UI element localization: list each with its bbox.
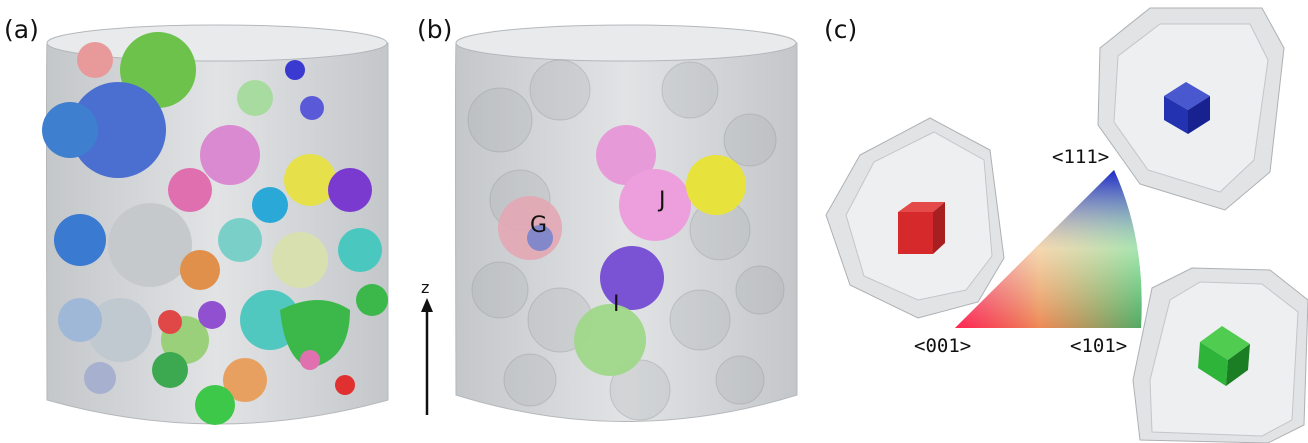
- grain: [223, 358, 267, 402]
- grain: [70, 82, 166, 178]
- grain: [338, 228, 382, 272]
- grain-j: [619, 169, 691, 241]
- grain: [503, 353, 557, 407]
- cube-001-front: [898, 212, 933, 254]
- grain: [285, 60, 305, 80]
- ipf-triangle: [955, 170, 1142, 328]
- grain: [300, 96, 324, 120]
- ipf-triangle-overlay-blue: [955, 170, 1142, 328]
- grain: [300, 350, 320, 370]
- z-axis-arrowhead: [421, 298, 433, 312]
- grain: [108, 203, 192, 287]
- panel-a-label: (a): [4, 15, 39, 44]
- polyhedron-001: [825, 117, 1005, 319]
- grain: [77, 42, 113, 78]
- grain: [152, 352, 188, 388]
- grain: [723, 113, 777, 167]
- cube-111-top: [1164, 82, 1210, 110]
- grain: [58, 298, 102, 342]
- grain: [715, 355, 765, 405]
- grain: [168, 168, 212, 212]
- ipf-label-111: <111>: [1052, 146, 1109, 168]
- grain: [54, 214, 106, 266]
- grain: [467, 87, 533, 153]
- grain: [335, 375, 355, 395]
- polyhedron-101: [1132, 267, 1308, 443]
- grain: [158, 310, 182, 334]
- grain: [200, 125, 260, 185]
- grain: [218, 218, 262, 262]
- cube-101-top: [1200, 326, 1250, 360]
- cube-101-front: [1198, 342, 1228, 386]
- grain: [356, 284, 388, 316]
- grain-i: [600, 246, 664, 310]
- polyhedron-111: [1097, 7, 1285, 211]
- panel-a: (a): [4, 15, 389, 425]
- cube-111-left: [1164, 96, 1188, 134]
- panel-c-label: (c): [824, 15, 857, 44]
- panel-c: (c) <1: [824, 7, 1308, 443]
- grain-cluster-a: [42, 32, 388, 425]
- grain: [284, 154, 336, 206]
- cube-111-right: [1188, 96, 1210, 134]
- cube-101-side: [1226, 344, 1250, 386]
- grain: [735, 265, 785, 315]
- grain: [471, 261, 529, 319]
- grain: [609, 359, 671, 421]
- grain-label-g: G: [530, 213, 547, 238]
- grain: [529, 59, 591, 121]
- grain: [669, 289, 731, 351]
- grain-label-j: J: [657, 188, 666, 213]
- grain: [272, 232, 328, 288]
- grain-label-i: I: [613, 292, 620, 317]
- cube-001-side: [933, 202, 945, 254]
- cylinder-b-top: [455, 24, 797, 62]
- grain: [280, 300, 350, 368]
- grain: [328, 168, 372, 212]
- grain-green-b: [574, 304, 646, 376]
- panel-b: (b) G J I: [417, 15, 798, 422]
- grain: [252, 187, 288, 223]
- grain-g-core: [527, 225, 553, 251]
- cube-001-top: [898, 202, 945, 212]
- grain: [42, 102, 98, 158]
- grain: [88, 298, 152, 362]
- grain: [84, 362, 116, 394]
- grain: [237, 80, 273, 116]
- grain: [180, 250, 220, 290]
- grain-j-upper: [596, 125, 656, 185]
- grain: [661, 61, 719, 119]
- z-axis-label: z: [421, 278, 429, 297]
- ipf-label-101: <101>: [1070, 335, 1127, 357]
- grain: [195, 385, 235, 425]
- panel-b-label: (b): [417, 15, 452, 44]
- grain-yellow: [686, 155, 746, 215]
- z-axis: z: [421, 278, 433, 415]
- grain: [198, 301, 226, 329]
- ipf-label-001: <001>: [914, 335, 971, 357]
